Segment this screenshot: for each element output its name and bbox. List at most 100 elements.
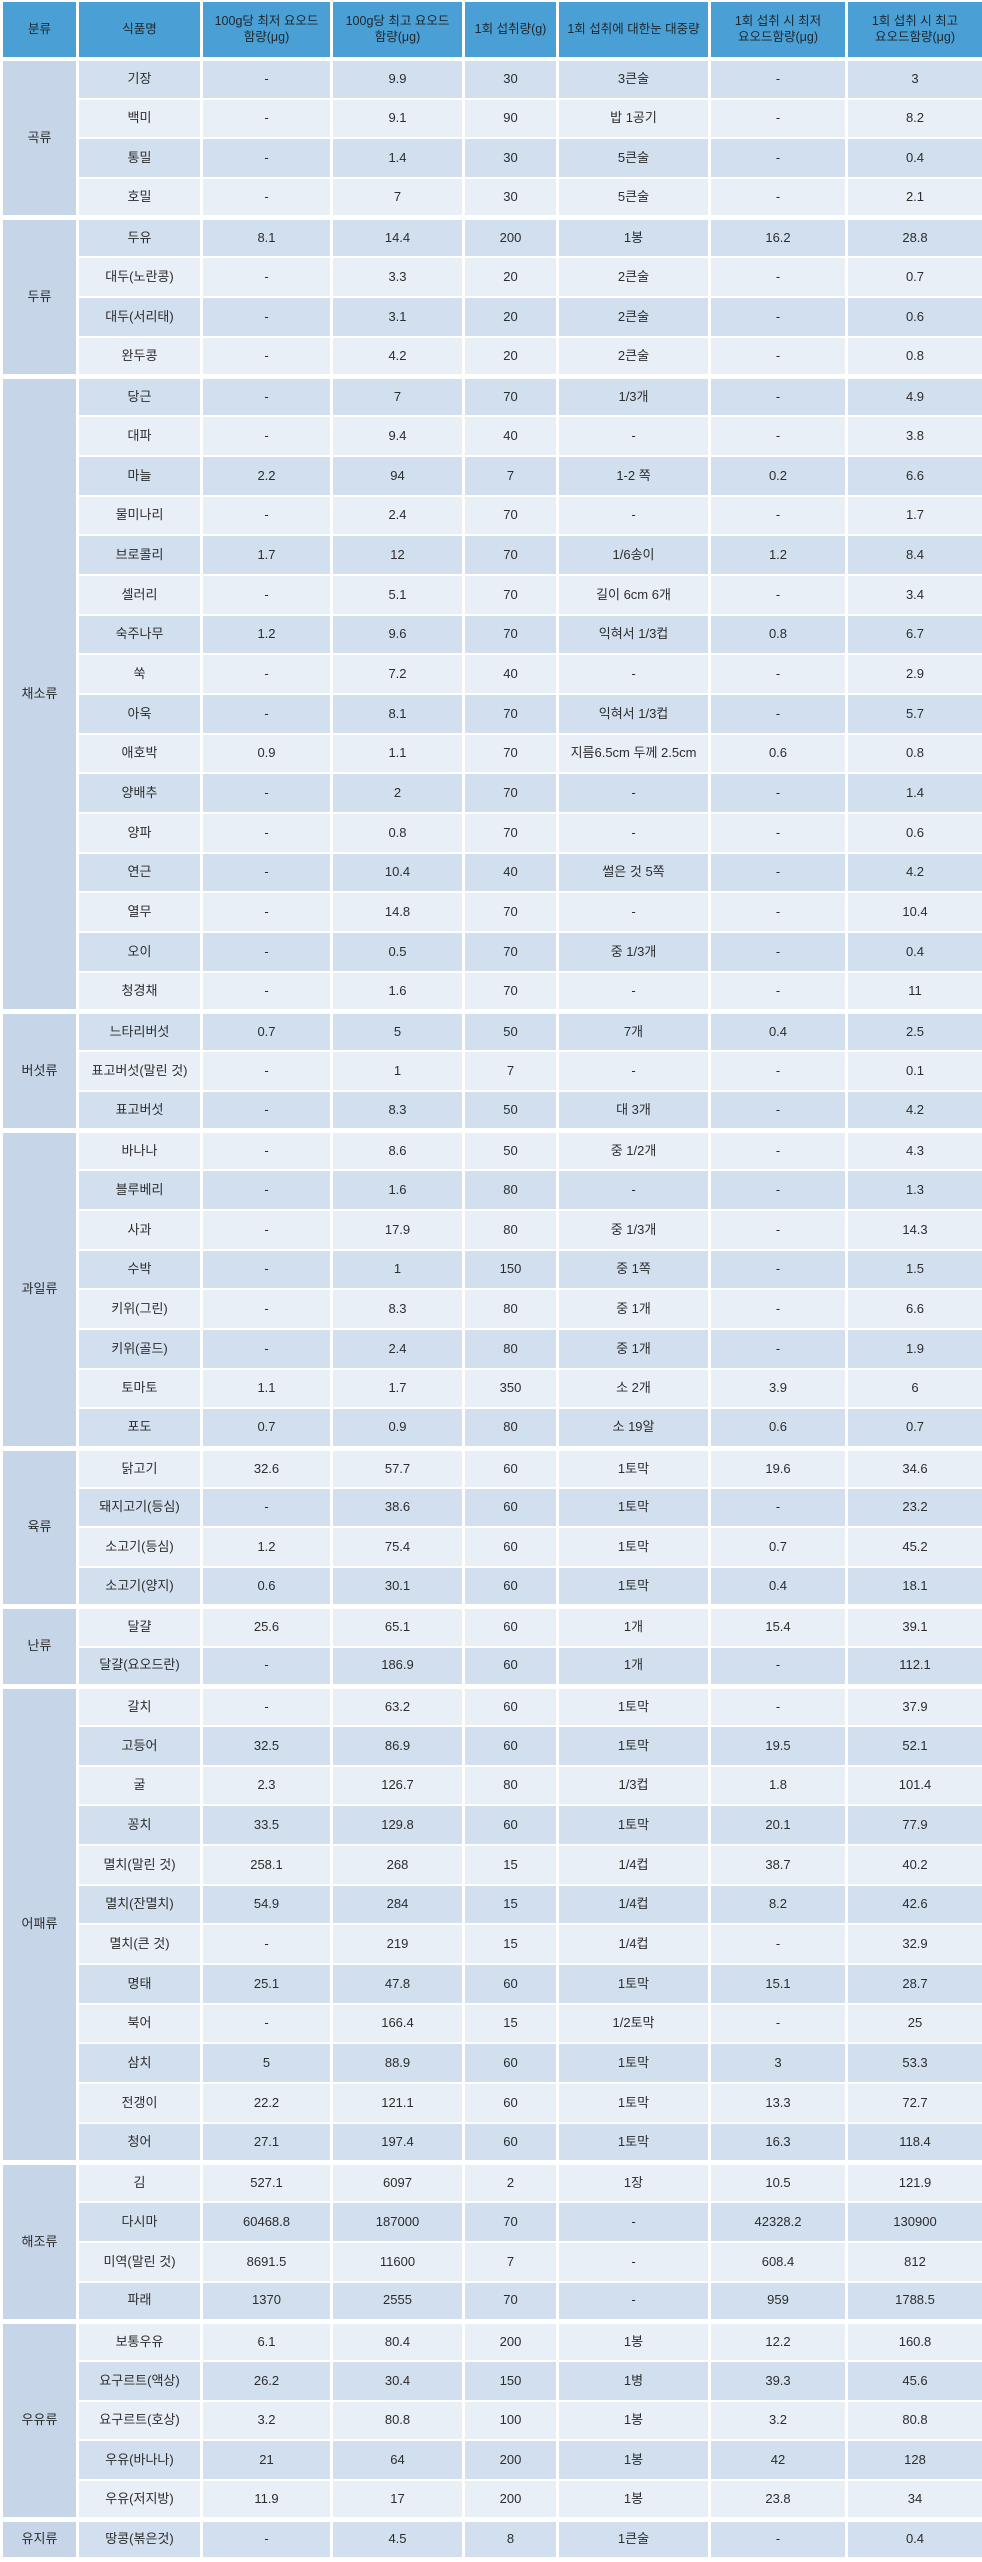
food-name-cell: 키위(골드): [78, 1329, 202, 1369]
value-cell: 34: [847, 2480, 982, 2520]
value-cell: 1.4: [332, 138, 464, 178]
value-cell: 22.2: [202, 2083, 332, 2123]
category-cell: 육류: [2, 1448, 78, 1607]
value-cell: -: [558, 654, 710, 694]
value-cell: 15.4: [710, 1607, 847, 1647]
food-name-cell: 완두콩: [78, 337, 202, 377]
value-cell: 20.1: [710, 1805, 847, 1845]
value-cell: 0.4: [847, 932, 982, 972]
value-cell: 57.7: [332, 1448, 464, 1488]
value-cell: 2큰술: [558, 297, 710, 337]
value-cell: 52.1: [847, 1726, 982, 1766]
value-cell: 23.8: [710, 2480, 847, 2520]
food-name-cell: 명태: [78, 1964, 202, 2004]
food-name-cell: 아욱: [78, 694, 202, 734]
value-cell: 10.4: [847, 892, 982, 932]
value-cell: 5.1: [332, 575, 464, 615]
food-name-cell: 꽁치: [78, 1805, 202, 1845]
food-name-cell: 양파: [78, 813, 202, 853]
value-cell: 42.6: [847, 1885, 982, 1925]
value-cell: 1토막: [558, 1448, 710, 1488]
food-name-cell: 미역(말린 것): [78, 2242, 202, 2282]
value-cell: 17.9: [332, 1210, 464, 1250]
value-cell: 1/3개: [558, 377, 710, 417]
value-cell: 121.9: [847, 2162, 982, 2202]
value-cell: -: [202, 1250, 332, 1290]
value-cell: 대 3개: [558, 1091, 710, 1131]
value-cell: 32.6: [202, 1448, 332, 1488]
food-name-cell: 요구르트(액상): [78, 2361, 202, 2401]
value-cell: 3.4: [847, 575, 982, 615]
food-name-cell: 돼지고기(등심): [78, 1488, 202, 1528]
value-cell: 0.6: [847, 297, 982, 337]
value-cell: 118.4: [847, 2123, 982, 2163]
value-cell: -: [558, 2282, 710, 2322]
value-cell: 25.1: [202, 1964, 332, 2004]
value-cell: -: [710, 297, 847, 337]
value-cell: 15.1: [710, 1964, 847, 2004]
column-header-eyeball-amount: 1회 섭취에 대한눈 대중량: [558, 1, 710, 59]
value-cell: 중 1/2개: [558, 1131, 710, 1171]
value-cell: 60468.8: [202, 2202, 332, 2242]
value-cell: 익혀서 1/3컵: [558, 694, 710, 734]
value-cell: 1.6: [332, 972, 464, 1012]
value-cell: 16.3: [710, 2123, 847, 2163]
value-cell: -: [710, 1686, 847, 1726]
food-name-cell: 애호박: [78, 734, 202, 774]
value-cell: 2큰술: [558, 257, 710, 297]
value-cell: -: [558, 892, 710, 932]
value-cell: -: [710, 972, 847, 1012]
value-cell: -: [710, 138, 847, 178]
value-cell: 1봉: [558, 218, 710, 258]
value-cell: 45.2: [847, 1527, 982, 1567]
value-cell: -: [202, 257, 332, 297]
value-cell: 2: [332, 773, 464, 813]
value-cell: 1.1: [202, 1369, 332, 1409]
value-cell: 80.4: [332, 2321, 464, 2361]
value-cell: 7: [464, 456, 558, 496]
value-cell: 19.5: [710, 1726, 847, 1766]
value-cell: 4.3: [847, 1131, 982, 1171]
value-cell: 32.5: [202, 1726, 332, 1766]
food-name-cell: 고등어: [78, 1726, 202, 1766]
value-cell: 16.2: [710, 218, 847, 258]
food-name-cell: 전갱이: [78, 2083, 202, 2123]
category-cell: 두류: [2, 218, 78, 377]
value-cell: 80: [464, 1766, 558, 1806]
value-cell: 608.4: [710, 2242, 847, 2282]
value-cell: 중 1/3개: [558, 1210, 710, 1250]
category-cell: 채소류: [2, 377, 78, 1012]
value-cell: 0.7: [710, 1527, 847, 1567]
food-name-cell: 숙주나무: [78, 615, 202, 655]
value-cell: 12: [332, 535, 464, 575]
value-cell: 1370: [202, 2282, 332, 2322]
food-name-cell: 멸치(큰 것): [78, 1924, 202, 1964]
value-cell: -: [202, 1329, 332, 1369]
value-cell: 11.9: [202, 2480, 332, 2520]
value-cell: -: [202, 1686, 332, 1726]
value-cell: -: [558, 972, 710, 1012]
value-cell: 4.5: [332, 2520, 464, 2560]
value-cell: 4.9: [847, 377, 982, 417]
value-cell: 6097: [332, 2162, 464, 2202]
value-cell: -: [558, 1051, 710, 1091]
food-name-cell: 셀러리: [78, 575, 202, 615]
value-cell: 0.7: [202, 1012, 332, 1052]
value-cell: 1.7: [847, 496, 982, 536]
